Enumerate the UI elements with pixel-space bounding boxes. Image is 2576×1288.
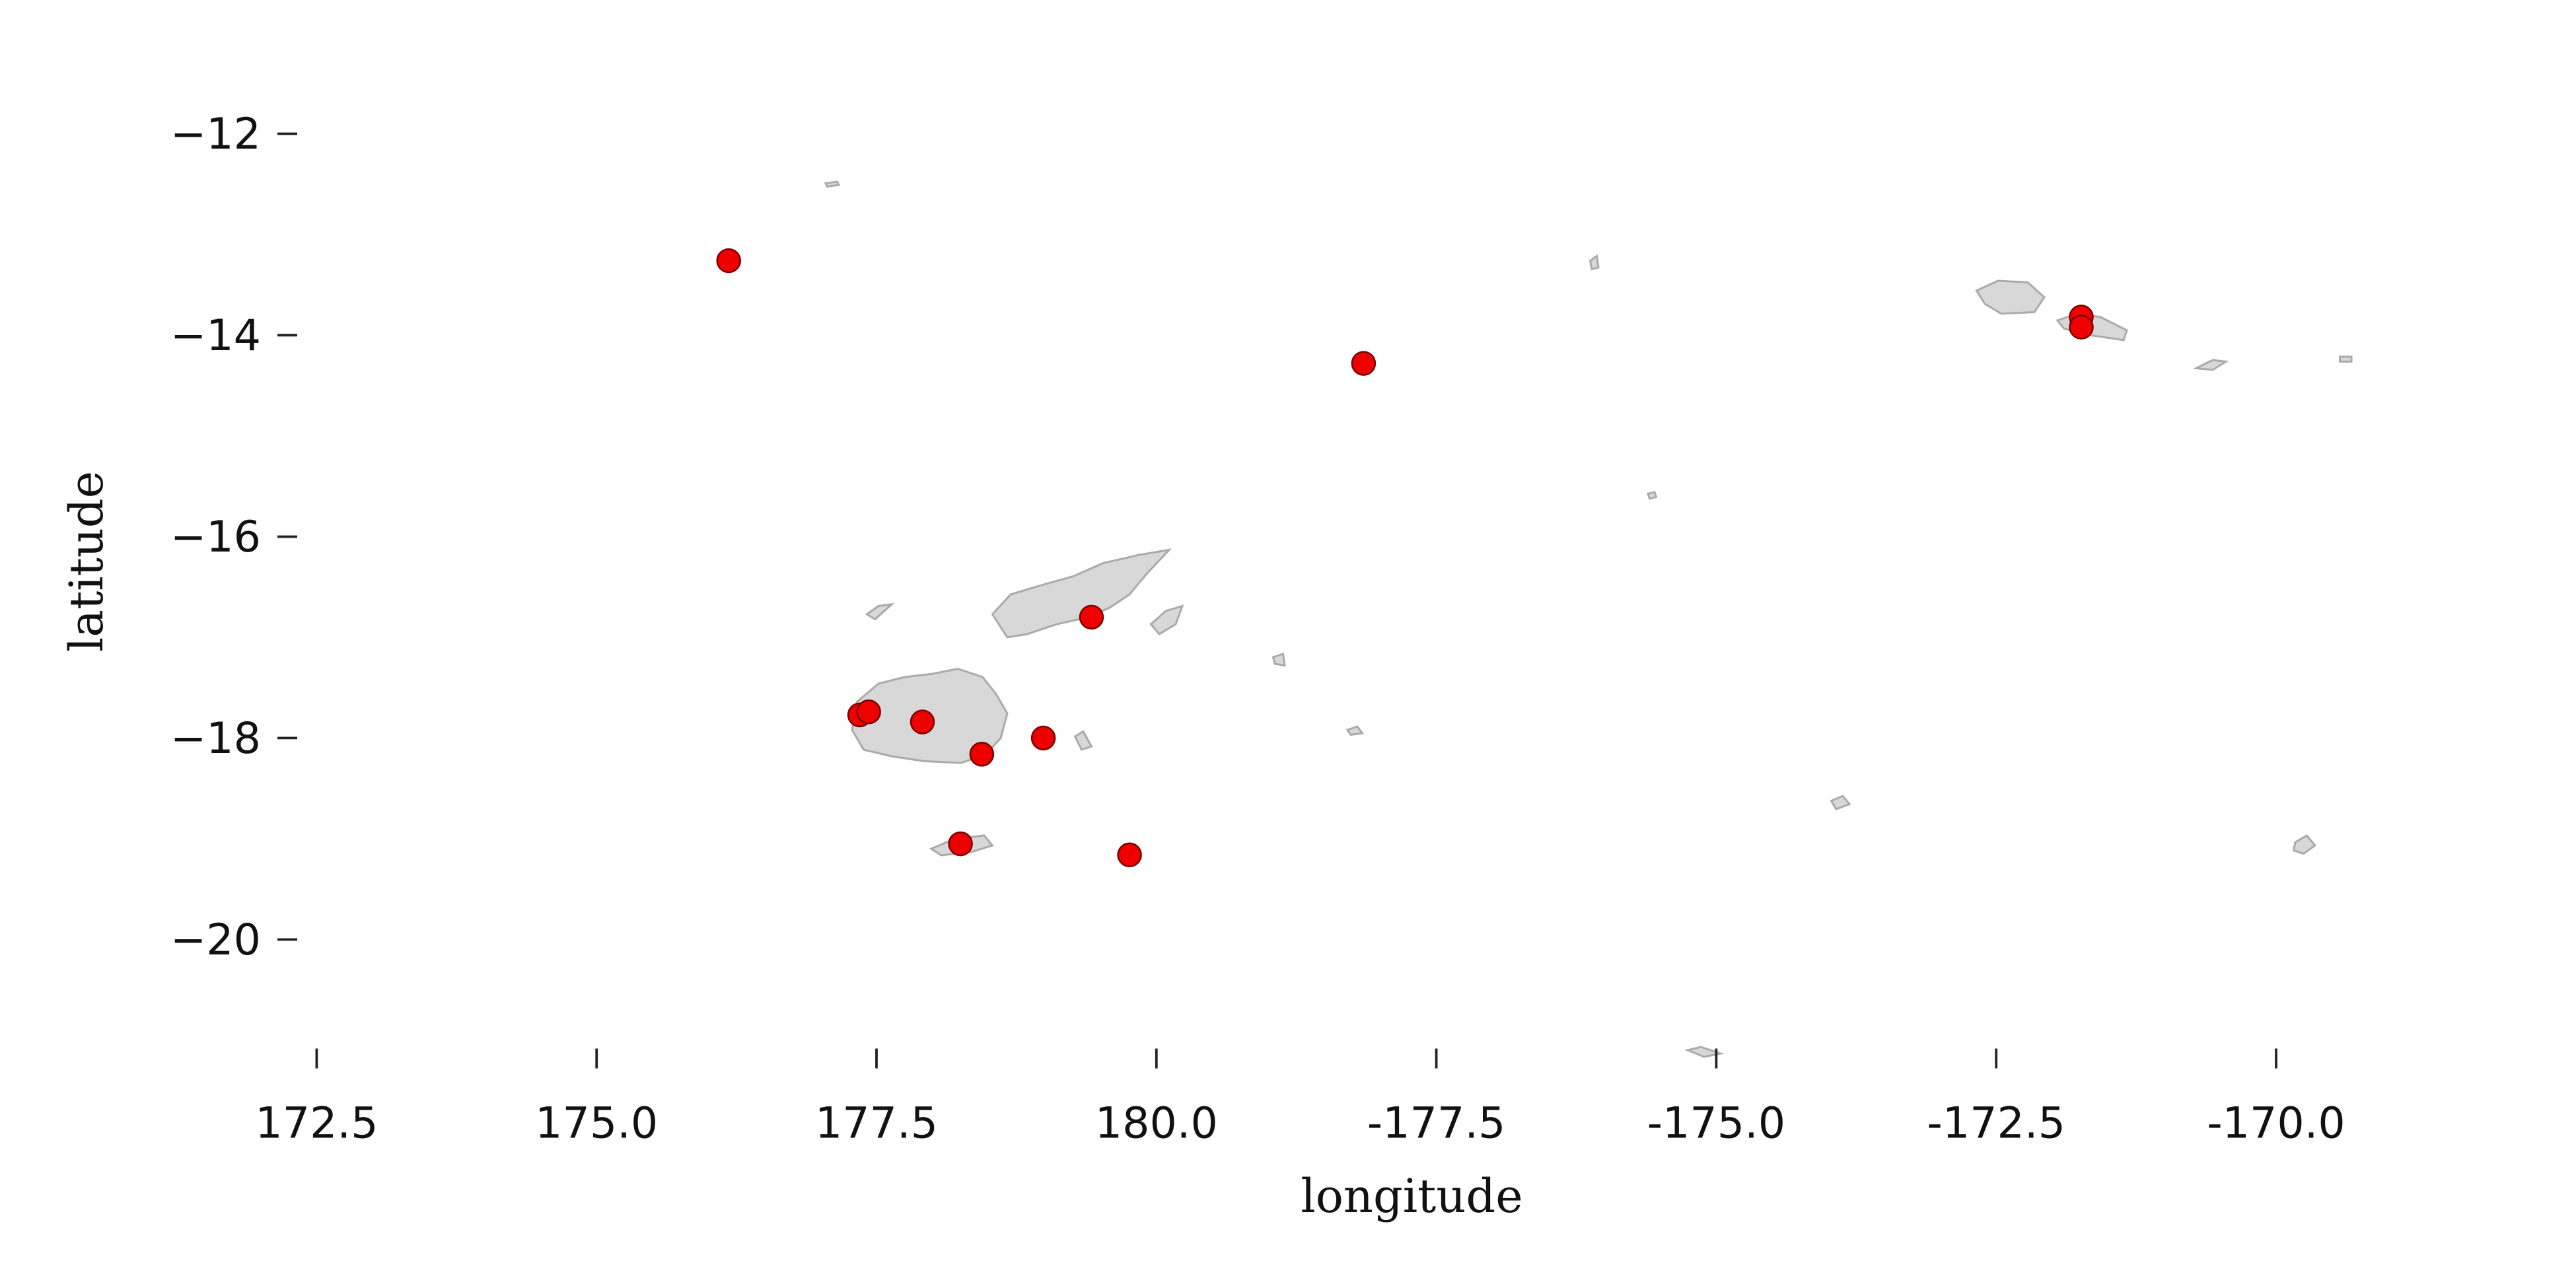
x-tick-label: -175.0: [1647, 1099, 1786, 1149]
point: [910, 709, 935, 734]
x-tick-label: -177.5: [1367, 1099, 1506, 1149]
x-axis-label: longitude: [1301, 1169, 1522, 1223]
y-tick-label: −16: [170, 513, 261, 562]
y-tick-label: −20: [170, 915, 261, 965]
point: [1030, 725, 1056, 751]
y-axis-label: latitude: [59, 471, 114, 652]
point: [716, 248, 741, 273]
point: [1117, 842, 1142, 868]
x-tick-label: -172.5: [1927, 1099, 2065, 1149]
x-tick-label: -170.0: [2207, 1099, 2345, 1149]
point: [856, 699, 881, 725]
y-tick-label: −12: [170, 110, 261, 159]
x-tick-label: 175.0: [535, 1099, 658, 1149]
y-tick-label: −18: [170, 714, 261, 764]
point: [1079, 604, 1104, 630]
point: [969, 742, 995, 767]
land: [824, 180, 2353, 1058]
x-tick-label: 172.5: [255, 1099, 378, 1149]
point: [1351, 351, 1377, 376]
y-tick-label: −14: [170, 311, 261, 361]
point: [2069, 314, 2094, 340]
x-tick-label: 177.5: [815, 1099, 938, 1149]
point: [948, 831, 973, 857]
x-tick-label: 180.0: [1095, 1099, 1218, 1149]
